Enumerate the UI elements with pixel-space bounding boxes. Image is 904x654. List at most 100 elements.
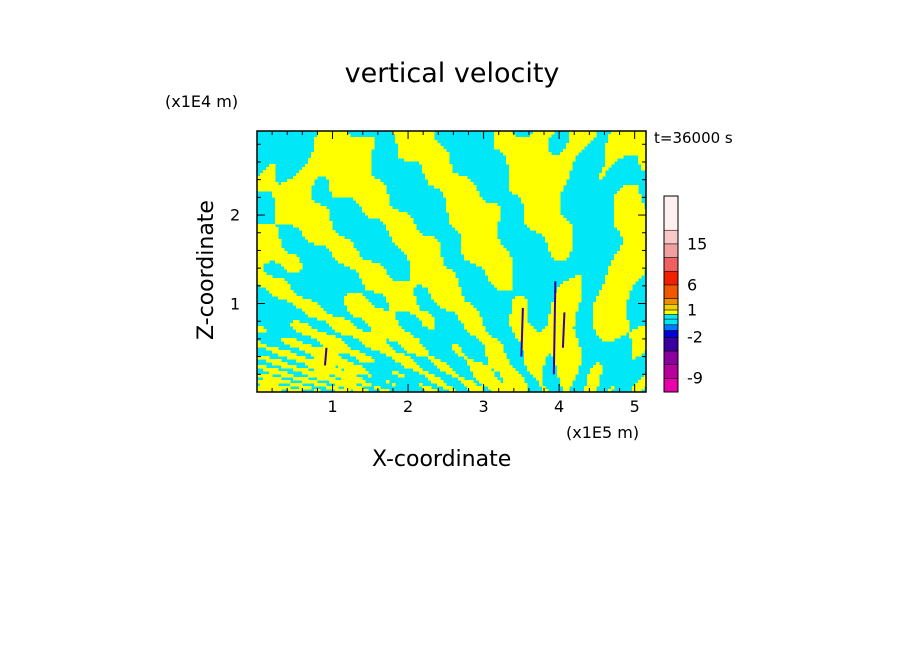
field-cell-positive <box>512 329 537 333</box>
field-cell-positive <box>497 287 513 291</box>
field-cell-positive <box>293 368 309 372</box>
field-cell-positive <box>527 224 573 228</box>
x-tick-label: 4 <box>554 397 565 416</box>
field-cell-positive <box>422 284 459 288</box>
field-cell-positive <box>431 296 465 300</box>
colorbar-swatch <box>663 314 679 320</box>
downdraft-streak <box>520 307 524 357</box>
field-cell-positive <box>521 341 579 345</box>
field-cell-positive <box>509 317 528 321</box>
field-cell-positive <box>545 239 573 243</box>
field-cell-positive <box>380 218 414 222</box>
field-cell-positive <box>494 137 549 141</box>
field-cell-positive <box>260 284 291 288</box>
field-cell-positive <box>494 284 513 288</box>
field-cell-positive <box>323 344 348 348</box>
field-cell-positive <box>350 311 396 315</box>
field-cell-positive <box>428 356 435 360</box>
field-cell-positive <box>425 389 438 392</box>
field-cell-positive <box>602 284 633 288</box>
field-cell-positive <box>461 236 498 240</box>
field-cell-positive <box>542 386 546 390</box>
downdraft-streak <box>323 347 328 366</box>
field-cell-positive <box>281 263 303 267</box>
field-cell-positive <box>290 383 303 387</box>
field-cell-positive <box>410 266 447 270</box>
field-cell-positive <box>422 167 453 171</box>
field-cell-positive <box>440 305 474 309</box>
field-cell-positive <box>467 329 486 333</box>
field-cell-positive <box>599 173 606 177</box>
field-cell-positive <box>524 203 561 207</box>
field-cell-positive <box>371 329 405 333</box>
field-cell-positive <box>590 368 603 372</box>
field-cell-positive <box>344 299 369 303</box>
field-cell-positive <box>386 299 417 303</box>
field-cell-positive <box>257 341 261 345</box>
field-cell-positive <box>452 347 462 351</box>
field-cell-positive <box>551 302 579 306</box>
field-cell-positive <box>305 236 345 240</box>
field-cell-positive <box>374 290 414 294</box>
field-cell-positive <box>308 239 351 243</box>
field-cell-positive <box>557 374 576 378</box>
field-cell-positive <box>335 389 351 392</box>
field-cell-positive <box>551 305 579 309</box>
field-cell-positive <box>308 374 330 378</box>
field-cell-positive <box>365 344 390 348</box>
field-cell-positive <box>410 311 429 315</box>
field-cell-positive <box>332 326 357 330</box>
field-cell-positive <box>491 389 528 392</box>
field-cell-positive <box>548 314 576 318</box>
field-cell-positive <box>395 134 435 138</box>
field-cell-positive <box>392 371 399 375</box>
field-cell-positive <box>605 152 646 156</box>
field-cell-positive <box>329 248 357 252</box>
field-cell-positive <box>401 248 441 252</box>
field-cell-positive <box>257 356 270 360</box>
field-cell-positive <box>605 161 615 165</box>
field-cell-positive <box>272 350 291 354</box>
field-cell-positive <box>632 338 646 342</box>
field-cell-positive <box>257 242 282 246</box>
field-cell-positive <box>350 266 384 270</box>
field-cell-positive <box>449 215 501 219</box>
field-cell-positive <box>287 299 312 303</box>
field-cell-positive <box>593 323 630 327</box>
field-cell-positive <box>410 275 456 279</box>
field-cell-positive <box>404 158 450 162</box>
field-cell-positive <box>386 224 417 228</box>
field-cell-positive <box>437 383 447 387</box>
field-cell-positive <box>317 134 351 138</box>
field-cell-positive <box>614 206 645 210</box>
field-cell-positive <box>428 377 441 381</box>
field-cell-positive <box>524 209 561 213</box>
field-cell-positive <box>566 143 588 147</box>
field-cell-positive <box>299 170 372 174</box>
field-cell-positive <box>611 263 646 267</box>
field-cell-positive <box>494 368 516 372</box>
field-cell-positive <box>449 212 501 216</box>
field-cell-positive <box>404 365 420 369</box>
field-cell-positive <box>542 329 576 333</box>
field-cell-positive <box>608 137 646 141</box>
field-cell-positive <box>605 143 646 147</box>
field-cell-positive <box>263 377 282 381</box>
downdraft-streak <box>552 281 557 375</box>
field-cell-positive <box>617 227 646 231</box>
field-cell-positive <box>644 374 646 378</box>
field-cell-positive <box>479 380 501 384</box>
field-cell-positive <box>392 236 435 240</box>
field-cell-positive <box>257 275 273 279</box>
field-cell-positive <box>398 152 450 156</box>
field-cell-positive <box>359 272 387 276</box>
field-cell-positive <box>461 380 474 384</box>
field-cell-positive <box>389 302 417 306</box>
field-cell-positive <box>293 320 300 324</box>
field-cell-positive <box>356 200 390 204</box>
field-cell-positive <box>353 314 396 318</box>
field-cell-positive <box>275 260 300 264</box>
field-cell-positive <box>419 371 429 375</box>
colorbar-swatch <box>663 298 679 305</box>
field-cell-positive <box>530 227 573 231</box>
